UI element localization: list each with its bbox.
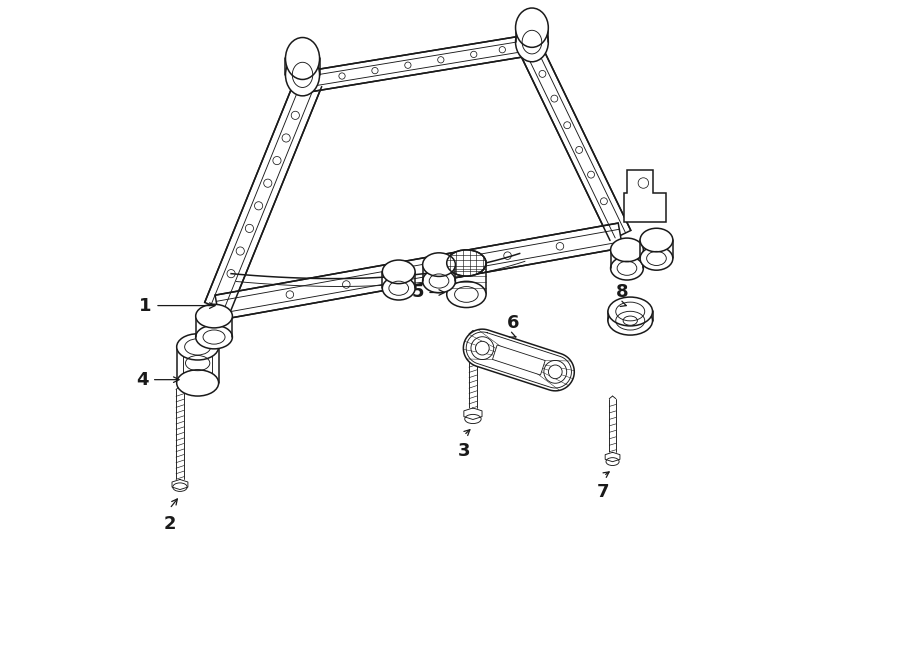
Ellipse shape: [195, 304, 232, 328]
Ellipse shape: [610, 238, 644, 262]
Polygon shape: [204, 76, 321, 313]
Ellipse shape: [608, 297, 652, 326]
Ellipse shape: [285, 38, 320, 79]
Circle shape: [475, 341, 490, 355]
Circle shape: [548, 365, 562, 379]
Ellipse shape: [446, 282, 486, 307]
Text: 2: 2: [163, 516, 176, 533]
Ellipse shape: [640, 228, 673, 252]
Text: 8: 8: [616, 283, 629, 301]
Text: 4: 4: [136, 371, 149, 389]
Polygon shape: [172, 479, 188, 490]
Ellipse shape: [623, 316, 637, 325]
Polygon shape: [308, 35, 530, 92]
Ellipse shape: [382, 260, 415, 284]
Text: 5: 5: [411, 284, 424, 301]
Polygon shape: [492, 345, 545, 375]
Ellipse shape: [382, 276, 415, 300]
Ellipse shape: [610, 256, 644, 280]
Text: 3: 3: [457, 442, 470, 460]
Ellipse shape: [176, 369, 219, 396]
Polygon shape: [464, 408, 482, 420]
Ellipse shape: [423, 269, 455, 293]
Ellipse shape: [516, 8, 548, 48]
Text: 6: 6: [507, 315, 519, 332]
Text: 1: 1: [140, 297, 152, 315]
Ellipse shape: [516, 22, 548, 61]
Polygon shape: [215, 223, 623, 320]
Ellipse shape: [176, 334, 219, 360]
Ellipse shape: [640, 247, 673, 270]
Text: 7: 7: [597, 483, 609, 500]
Ellipse shape: [285, 54, 320, 96]
Ellipse shape: [423, 253, 455, 276]
Polygon shape: [464, 329, 574, 391]
Polygon shape: [518, 40, 631, 241]
Polygon shape: [624, 170, 666, 222]
Ellipse shape: [446, 250, 486, 276]
Polygon shape: [605, 452, 620, 461]
Ellipse shape: [608, 306, 652, 335]
Ellipse shape: [195, 325, 232, 349]
